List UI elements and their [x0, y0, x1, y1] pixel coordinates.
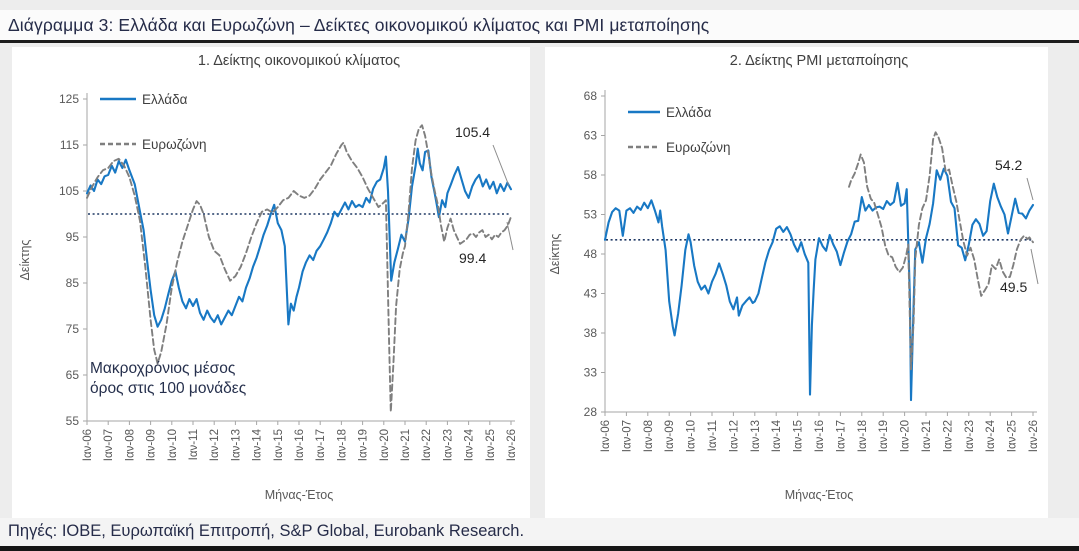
figure-title: Διάγραμμα 3: Ελλάδα και Ευρωζώνη – Δείκτ… — [0, 10, 1079, 43]
svg-text:Ιαν-26: Ιαν-26 — [1028, 420, 1040, 452]
svg-text:65: 65 — [66, 368, 80, 382]
svg-text:Ιαν-17: Ιαν-17 — [315, 429, 327, 461]
source-note: Πηγές: IOBE, Ευρωπαϊκή Επιτροπή, S&P Glo… — [0, 518, 1079, 551]
svg-text:55: 55 — [66, 414, 80, 428]
svg-text:Δείκτης: Δείκτης — [548, 234, 562, 275]
svg-text:54.2: 54.2 — [995, 157, 1022, 173]
svg-text:99.4: 99.4 — [459, 250, 486, 266]
svg-text:Ιαν-25: Ιαν-25 — [485, 429, 497, 461]
svg-text:85: 85 — [66, 276, 80, 290]
svg-text:Ιαν-23: Ιαν-23 — [964, 420, 976, 452]
svg-text:Ιαν-14: Ιαν-14 — [771, 419, 783, 452]
svg-text:Ελλάδα: Ελλάδα — [666, 105, 712, 120]
svg-text:Ιαν-17: Ιαν-17 — [835, 420, 847, 452]
svg-text:58: 58 — [584, 168, 598, 182]
svg-text:Ιαν-22: Ιαν-22 — [421, 429, 433, 461]
svg-text:Ιαν-19: Ιαν-19 — [878, 420, 890, 452]
svg-text:105: 105 — [59, 184, 79, 198]
svg-text:Ελλάδα: Ελλάδα — [142, 92, 188, 107]
esi-chart: 1. Δείκτης οικονομικού κλίματος 55 65 75 85 9… — [18, 53, 518, 502]
svg-text:38: 38 — [584, 326, 598, 340]
svg-text:Μακροχρόνιος μέσος: Μακροχρόνιος μέσος — [90, 360, 235, 377]
svg-text:Ιαν-06: Ιαν-06 — [82, 429, 94, 461]
svg-text:Δείκτης: Δείκτης — [18, 240, 32, 281]
svg-text:Ιαν-21: Ιαν-21 — [921, 420, 933, 452]
svg-text:Ιαν-12: Ιαν-12 — [728, 420, 740, 452]
svg-text:68: 68 — [584, 89, 598, 103]
svg-text:Ιαν-08: Ιαν-08 — [124, 429, 136, 461]
chart-panel-pmi: 2. Δείκτης PMI μεταποίησης 28 33 38 43 48 53 58… — [545, 47, 1048, 518]
charts-area: 1. Δείκτης οικονομικού κλίματος 55 65 75 85 9… — [0, 43, 1079, 518]
svg-text:2. Δείκτης PMI μεταποίησης: 2. Δείκτης PMI μεταποίησης — [730, 53, 908, 69]
svg-text:33: 33 — [584, 366, 598, 380]
svg-text:Ιαν-06: Ιαν-06 — [600, 420, 612, 452]
svg-text:115: 115 — [60, 138, 79, 152]
svg-text:Ιαν-26: Ιαν-26 — [506, 429, 518, 461]
svg-text:Ιαν-22: Ιαν-22 — [942, 420, 954, 452]
svg-text:Ιαν-15: Ιαν-15 — [273, 429, 285, 461]
svg-text:Ιαν-10: Ιαν-10 — [167, 429, 179, 461]
svg-text:Ιαν-18: Ιαν-18 — [857, 420, 869, 452]
svg-text:Ιαν-24: Ιαν-24 — [464, 428, 476, 461]
svg-text:49.5: 49.5 — [1000, 279, 1027, 295]
svg-text:105.4: 105.4 — [455, 124, 490, 140]
svg-text:53: 53 — [584, 208, 598, 222]
pmi-chart: 2. Δείκτης PMI μεταποίησης 28 33 38 43 48 53 58… — [548, 53, 1040, 502]
svg-text:όρος στις 100 μονάδες: όρος στις 100 μονάδες — [90, 380, 246, 397]
svg-text:Ευρωζώνη: Ευρωζώνη — [142, 137, 206, 152]
svg-text:Ιαν-14: Ιαν-14 — [252, 428, 264, 461]
svg-text:Ιαν-21: Ιαν-21 — [400, 429, 412, 461]
svg-text:Ιαν-07: Ιαν-07 — [103, 429, 115, 461]
svg-text:43: 43 — [584, 287, 598, 301]
svg-text:Ιαν-13: Ιαν-13 — [230, 429, 242, 461]
svg-text:28: 28 — [584, 405, 598, 419]
svg-text:Ιαν-19: Ιαν-19 — [358, 429, 370, 461]
top-margin — [0, 0, 1079, 10]
svg-text:Ιαν-13: Ιαν-13 — [750, 420, 762, 452]
svg-text:Ιαν-23: Ιαν-23 — [442, 429, 454, 461]
svg-text:Ιαν-09: Ιαν-09 — [664, 420, 676, 452]
svg-text:Ιαν-11: Ιαν-11 — [707, 420, 719, 451]
svg-text:Ιαν-18: Ιαν-18 — [336, 429, 348, 461]
svg-text:63: 63 — [584, 129, 598, 143]
svg-text:48: 48 — [584, 247, 598, 261]
svg-text:Ιαν-25: Ιαν-25 — [1007, 420, 1019, 452]
svg-text:Μήνας-Έτος: Μήνας-Έτος — [265, 488, 334, 502]
svg-text:Ιαν-20: Ιαν-20 — [900, 420, 912, 452]
svg-text:1. Δείκτης οικονομικού κλίματο: 1. Δείκτης οικονομικού κλίματος — [198, 53, 400, 69]
chart-panel-esi: 1. Δείκτης οικονομικού κλίματος 55 65 75 85 9… — [12, 47, 530, 518]
svg-text:Ιαν-24: Ιαν-24 — [985, 419, 997, 452]
svg-text:Ιαν-08: Ιαν-08 — [643, 420, 655, 452]
svg-text:95: 95 — [66, 230, 80, 244]
svg-text:Ιαν-16: Ιαν-16 — [814, 420, 826, 452]
svg-text:Ιαν-11: Ιαν-11 — [188, 429, 200, 460]
svg-text:75: 75 — [66, 322, 80, 336]
svg-text:Ιαν-15: Ιαν-15 — [793, 420, 805, 452]
svg-text:Ιαν-16: Ιαν-16 — [294, 429, 306, 461]
svg-text:125: 125 — [59, 92, 79, 106]
svg-text:Ιαν-07: Ιαν-07 — [621, 420, 633, 452]
svg-text:Ιαν-10: Ιαν-10 — [686, 420, 698, 452]
svg-text:Ιαν-20: Ιαν-20 — [379, 429, 391, 461]
svg-text:Ιαν-12: Ιαν-12 — [209, 429, 221, 461]
svg-text:Ευρωζώνη: Ευρωζώνη — [666, 140, 730, 155]
svg-text:Μήνας-Έτος: Μήνας-Έτος — [785, 488, 854, 502]
svg-text:Ιαν-09: Ιαν-09 — [146, 429, 158, 461]
